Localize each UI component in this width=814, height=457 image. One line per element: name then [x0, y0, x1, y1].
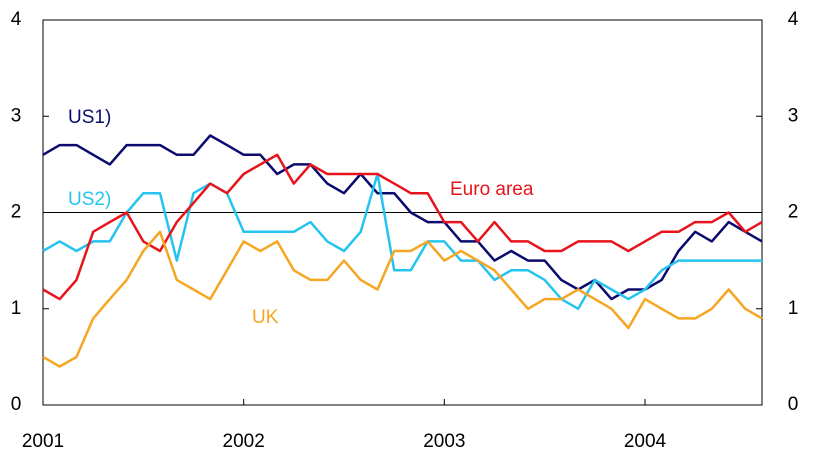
y2-tick-label: 4 — [788, 9, 799, 30]
series-label: US2) — [68, 189, 111, 210]
x-tick-label: 2004 — [624, 431, 667, 452]
series-line — [42, 230, 763, 368]
y-tick-label: 0 — [11, 394, 22, 415]
series-label: Euro area — [450, 179, 534, 200]
y-tick-label: 3 — [11, 105, 22, 126]
x-tick-label: 2003 — [423, 431, 465, 452]
series-line — [42, 153, 763, 301]
y-tick-label: 1 — [11, 298, 22, 319]
x-tick-label: 2001 — [22, 431, 64, 452]
series-label: UK — [252, 307, 279, 328]
series-line — [42, 134, 763, 301]
y-tick-label: 4 — [11, 9, 22, 30]
series-label: US1) — [68, 107, 111, 128]
y2-tick-label: 3 — [788, 105, 799, 126]
y-tick-label: 2 — [11, 202, 22, 223]
y2-tick-label: 0 — [788, 394, 799, 415]
x-tick-label: 2002 — [223, 431, 265, 452]
y2-tick-label: 2 — [788, 202, 799, 223]
y2-tick-label: 1 — [788, 298, 799, 319]
series-line — [42, 172, 762, 311]
